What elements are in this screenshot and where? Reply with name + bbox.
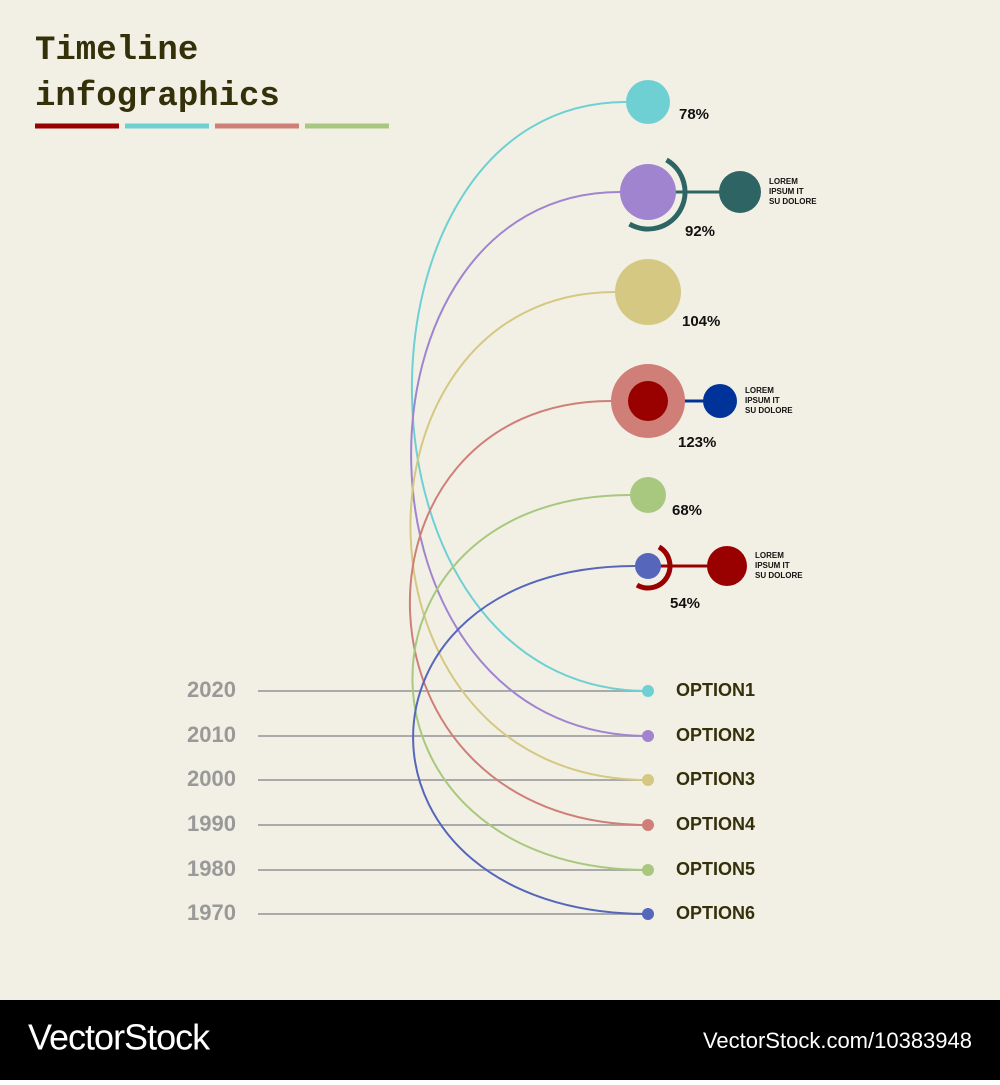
option-label: OPTION4 bbox=[676, 814, 755, 834]
option-label: OPTION6 bbox=[676, 903, 755, 923]
note-text: LOREM bbox=[755, 551, 784, 560]
connector-curve bbox=[409, 291, 649, 781]
title-line: infographics bbox=[35, 78, 280, 116]
percent-label: 104% bbox=[682, 313, 720, 330]
note-text: SU DOLORE bbox=[755, 571, 803, 580]
option-label: OPTION5 bbox=[676, 859, 755, 879]
percent-label: 92% bbox=[685, 223, 715, 240]
percent-label: 54% bbox=[670, 595, 700, 612]
footer-url: VectorStock.com/10383948 bbox=[703, 1028, 972, 1053]
note-text: IPSUM IT bbox=[769, 187, 804, 196]
note-text: IPSUM IT bbox=[745, 396, 780, 405]
connector-curve bbox=[410, 191, 649, 737]
connector-curve bbox=[410, 101, 649, 692]
item-circle bbox=[620, 164, 676, 220]
item-arc bbox=[628, 157, 688, 232]
option-dot bbox=[642, 774, 654, 786]
year-label: 2010 bbox=[187, 722, 236, 747]
year-label: 2000 bbox=[187, 766, 236, 791]
item-circle bbox=[635, 553, 661, 579]
note-circle bbox=[707, 546, 747, 586]
note-circle bbox=[703, 384, 737, 418]
note-text: LOREM bbox=[745, 386, 774, 395]
percent-label: 123% bbox=[678, 434, 716, 451]
year-label: 2020 bbox=[187, 677, 236, 702]
year-label: 1980 bbox=[187, 856, 236, 881]
item-circle bbox=[615, 259, 681, 325]
option-label: OPTION2 bbox=[676, 725, 755, 745]
option-dot bbox=[642, 685, 654, 697]
option-dot bbox=[642, 908, 654, 920]
note-text: SU DOLORE bbox=[769, 197, 817, 206]
option-label: OPTION3 bbox=[676, 769, 755, 789]
note-circle bbox=[719, 171, 761, 213]
title-line: Timeline bbox=[35, 32, 198, 70]
item-arc bbox=[635, 544, 673, 591]
year-label: 1970 bbox=[187, 900, 236, 925]
note-text: IPSUM IT bbox=[755, 561, 790, 570]
percent-label: 78% bbox=[679, 106, 709, 123]
connector-curve bbox=[412, 565, 649, 915]
item-circle bbox=[626, 80, 670, 124]
year-label: 1990 bbox=[187, 811, 236, 836]
connector-curve bbox=[411, 494, 649, 871]
footer-bar bbox=[0, 1000, 1000, 1080]
item-circle bbox=[630, 477, 666, 513]
note-text: LOREM bbox=[769, 177, 798, 186]
connector-curve bbox=[409, 400, 649, 826]
option-dot bbox=[642, 730, 654, 742]
option-dot bbox=[642, 864, 654, 876]
option-label: OPTION1 bbox=[676, 680, 755, 700]
footer-brand: VectorStock bbox=[28, 1017, 211, 1058]
percent-label: 68% bbox=[672, 502, 702, 519]
background bbox=[0, 0, 1000, 1000]
note-text: SU DOLORE bbox=[745, 406, 793, 415]
item-inner bbox=[628, 381, 668, 421]
option-dot bbox=[642, 819, 654, 831]
